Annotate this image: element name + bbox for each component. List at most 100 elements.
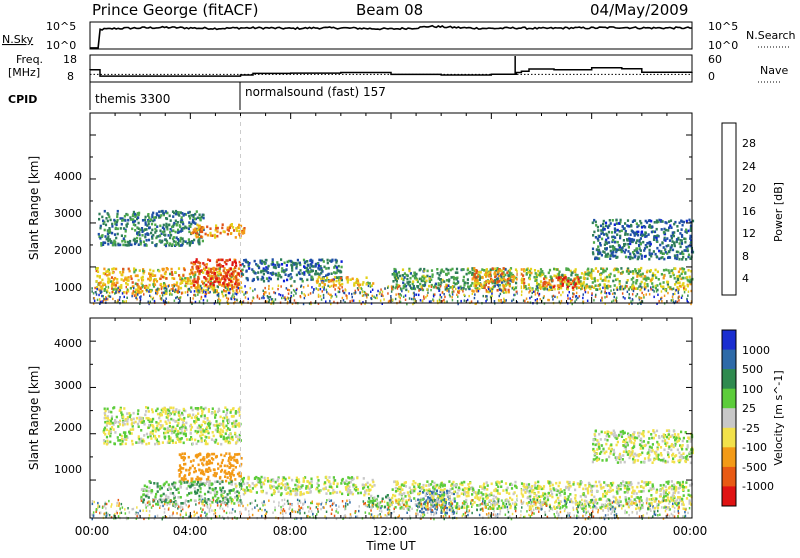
heatmap-cell: [336, 276, 338, 279]
heatmap-cell: [599, 283, 601, 286]
heatmap-cell: [163, 284, 165, 287]
heatmap-cell: [685, 258, 687, 261]
heatmap-cell: [549, 269, 551, 272]
heatmap-cell: [206, 461, 208, 464]
heatmap-cell: [135, 441, 137, 444]
heatmap-cell: [484, 287, 486, 290]
heatmap-cell: [440, 281, 442, 284]
heatmap-cell: [477, 276, 479, 279]
heatmap-cell: [129, 432, 131, 435]
heatmap-cell: [303, 493, 305, 496]
heatmap-cell: [257, 296, 259, 298]
heatmap-cell: [685, 229, 687, 232]
heatmap-cell: [111, 426, 113, 429]
heatmap-cell: [265, 291, 267, 293]
heatmap-cell: [235, 420, 237, 423]
heatmap-cell: [207, 289, 209, 291]
heatmap-cell: [436, 268, 438, 271]
heatmap-cell: [595, 224, 597, 227]
heatmap-cell: [656, 228, 658, 231]
heatmap-cell: [656, 234, 658, 237]
heatmap-cell: [173, 240, 175, 243]
heatmap-cell: [558, 276, 560, 279]
heatmap-cell: [211, 462, 213, 465]
heatmap-cell: [689, 281, 691, 284]
heatmap-cell: [125, 282, 127, 285]
heatmap-cell: [227, 476, 229, 479]
heatmap-cell: [370, 297, 372, 299]
heatmap-cell: [144, 244, 146, 247]
heatmap-cell: [294, 299, 296, 301]
heatmap-cell: [199, 477, 201, 480]
heatmap-cell: [206, 426, 208, 429]
heatmap-cell: [327, 489, 329, 492]
heatmap-cell: [486, 289, 488, 291]
heatmap-cell: [149, 226, 151, 229]
heatmap-cell: [544, 281, 546, 284]
heatmap-cell: [252, 487, 254, 490]
heatmap-cell: [335, 293, 337, 295]
heatmap-cell: [317, 479, 319, 482]
heatmap-cell: [509, 269, 511, 272]
heatmap-cell: [177, 488, 179, 491]
heatmap-cell: [214, 469, 216, 472]
heatmap-cell: [128, 279, 130, 282]
heatmap-cell: [197, 489, 199, 492]
heatmap-cell: [387, 292, 389, 294]
heatmap-cell: [360, 492, 362, 495]
heatmap-cell: [674, 277, 676, 280]
heatmap-cell: [689, 276, 691, 279]
heatmap-cell: [682, 277, 684, 280]
heatmap-cell: [350, 481, 352, 484]
heatmap-cell: [136, 274, 138, 277]
heatmap-cell: [208, 436, 210, 439]
heatmap-cell: [681, 228, 683, 231]
heatmap-cell: [472, 272, 474, 275]
heatmap-cell: [681, 242, 683, 245]
heatmap-cell: [98, 233, 100, 236]
heatmap-cell: [630, 225, 632, 228]
heatmap-cell: [601, 254, 603, 257]
heatmap-cell: [217, 294, 219, 296]
heatmap-cell: [134, 215, 136, 218]
heatmap-cell: [98, 218, 100, 221]
heatmap-cell: [296, 492, 298, 495]
heatmap-cell: [289, 289, 291, 291]
heatmap-cell: [206, 263, 208, 266]
heatmap-cell: [667, 229, 669, 232]
heatmap-cell: [367, 486, 369, 489]
heatmap-cell: [286, 298, 288, 300]
heatmap-cell: [107, 235, 109, 238]
heatmap-cell: [616, 297, 618, 299]
heatmap-cell: [672, 231, 674, 234]
heatmap-cell: [160, 214, 162, 217]
heatmap-cell: [195, 415, 197, 418]
heatmap-cell: [130, 275, 132, 278]
heatmap-cell: [301, 292, 303, 294]
heatmap-cell: [148, 487, 150, 490]
heatmap-cell: [110, 219, 112, 222]
heatmap-cell: [627, 243, 629, 246]
heatmap-cell: [670, 219, 672, 222]
heatmap-cell: [269, 292, 271, 294]
heatmap-cell: [188, 227, 190, 230]
heatmap-cell: [124, 241, 126, 244]
heatmap-cell: [173, 222, 175, 225]
heatmap-cell: [94, 297, 96, 299]
heatmap-cell: [197, 284, 199, 287]
heatmap-cell: [404, 272, 406, 275]
heatmap-cell: [299, 262, 301, 265]
heatmap-cell: [458, 292, 460, 294]
heatmap-cell: [231, 470, 233, 473]
heatmap-cell: [116, 282, 118, 285]
heatmap-cell: [597, 245, 599, 248]
heatmap-cell: [398, 293, 400, 295]
noise-sky-line: [90, 26, 692, 48]
heatmap-cell: [601, 238, 603, 241]
heatmap-cell: [615, 219, 617, 222]
heatmap-cell: [172, 419, 174, 422]
heatmap-cell: [157, 503, 159, 506]
heatmap-cell: [172, 411, 174, 414]
heatmap-cell: [446, 279, 448, 282]
heatmap-cell: [620, 249, 622, 252]
